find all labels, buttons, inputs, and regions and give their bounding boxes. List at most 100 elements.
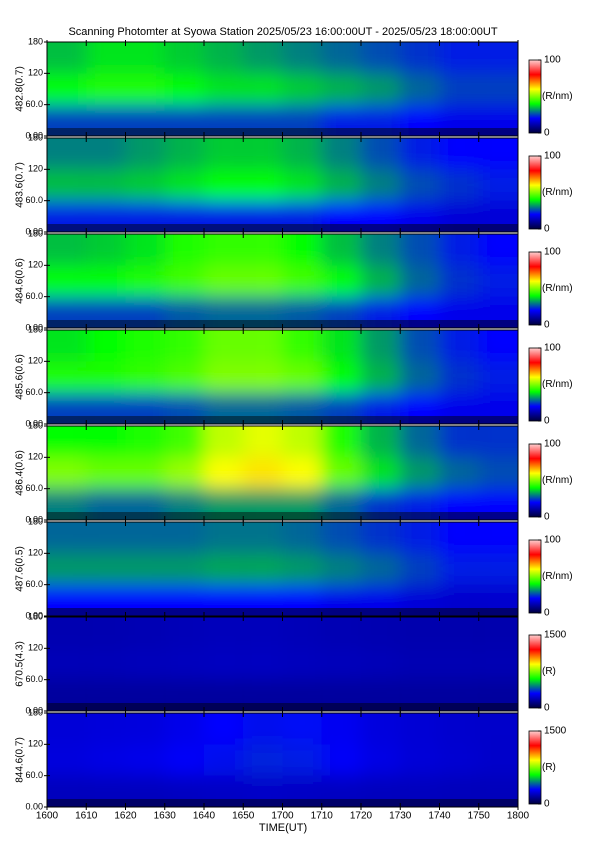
heatmap-cell	[361, 104, 401, 136]
heatmap-cell	[204, 617, 244, 649]
heatmap-cell	[400, 648, 440, 680]
heatmap-cell	[361, 744, 401, 776]
colorbar	[528, 59, 542, 134]
heatmap-cell	[125, 617, 165, 649]
y-tick-label: 180	[28, 324, 43, 334]
heatmap-cells	[47, 617, 518, 711]
y-axis-label: 486.4(0.6)	[15, 450, 26, 496]
heatmap-cell	[164, 457, 204, 489]
heatmap-cell	[204, 73, 244, 105]
colorbar-label: (R/nm)	[542, 379, 573, 390]
heatmap-cell	[478, 73, 518, 105]
y-tick-label: 0.00	[25, 514, 43, 524]
heatmap-cells	[47, 234, 518, 328]
colorbar-label: (R/nm)	[542, 475, 573, 486]
heatmap-cell	[478, 679, 518, 711]
colorbar	[528, 634, 542, 709]
y-tick-label: 120	[28, 548, 43, 558]
heatmap-cell	[47, 42, 87, 74]
heatmap-cell	[164, 584, 204, 616]
x-tick-label: 1720	[350, 811, 373, 822]
heatmap-cell	[361, 426, 401, 458]
colorbar-tick-label: 100	[544, 247, 561, 258]
heatmap-cells	[47, 42, 518, 136]
heatmap-cell	[86, 457, 126, 489]
heatmap-cell	[321, 296, 361, 328]
heatmap-cell	[439, 42, 479, 74]
heatmap-cell	[164, 426, 204, 458]
x-tick-label: 1610	[75, 811, 98, 822]
colorbar-tick-label: 1500	[544, 726, 567, 737]
y-tick-label: 60.0	[25, 195, 43, 205]
y-axis-label: 487.6(0.5)	[15, 546, 26, 592]
heatmap-cell	[204, 296, 244, 328]
y-axis-label: 844.6(0.7)	[15, 737, 26, 783]
heatmap-cell	[164, 138, 204, 170]
heatmap-cell	[282, 744, 322, 776]
heatmap-cell	[125, 265, 165, 297]
heatmap-cell	[321, 104, 361, 136]
heatmap-cell	[361, 392, 401, 424]
heatmap-cell	[439, 104, 479, 136]
heatmap-cell	[321, 553, 361, 585]
heatmap-cell	[439, 361, 479, 393]
heatmap-cells	[47, 426, 518, 520]
heatmap-cell	[439, 522, 479, 554]
heatmap-cell	[86, 713, 126, 745]
heatmap-cell	[478, 584, 518, 616]
heatmap-cell	[321, 617, 361, 649]
heatmap-cell	[243, 553, 283, 585]
heatmap-cell	[478, 488, 518, 520]
y-tick-label: 180	[28, 132, 43, 142]
heatmap-cell	[439, 617, 479, 649]
heatmap-cell	[282, 104, 322, 136]
heatmap-cell	[125, 138, 165, 170]
heatmap-cell	[478, 775, 518, 807]
colorbar	[528, 155, 542, 230]
heatmap-cell	[47, 73, 87, 105]
heatmap-cell	[282, 713, 322, 745]
heatmap-cell	[361, 522, 401, 554]
heatmap-cell	[243, 42, 283, 74]
colorbar-tick-label: 0	[544, 224, 550, 235]
y-tick-label: 120	[28, 68, 43, 78]
heatmap-cell	[86, 73, 126, 105]
heatmap-cell	[47, 104, 87, 136]
heatmap-cell	[86, 617, 126, 649]
colorbar-tick-label: 1500	[544, 630, 567, 641]
heatmap-cell	[400, 584, 440, 616]
heatmap-cell	[321, 200, 361, 232]
heatmap-cell	[282, 584, 322, 616]
heatmap-cell	[164, 330, 204, 362]
heatmap-cell	[125, 42, 165, 74]
heatmap-cell	[400, 617, 440, 649]
heatmap-cell	[361, 775, 401, 807]
heatmap-cell	[125, 330, 165, 362]
heatmap-cell	[321, 488, 361, 520]
y-tick-label: 0.00	[25, 226, 43, 236]
heatmap-cell	[204, 744, 244, 776]
heatmap-cell	[243, 330, 283, 362]
heatmap-cell	[400, 296, 440, 328]
heatmap-cell	[478, 361, 518, 393]
heatmap-cell	[86, 584, 126, 616]
heatmap-cell	[86, 361, 126, 393]
heatmap-cell	[164, 361, 204, 393]
heatmap-cell	[243, 426, 283, 458]
heatmap-cell	[125, 744, 165, 776]
y-tick-label: 0.00	[25, 705, 43, 715]
heatmap	[47, 42, 518, 136]
heatmap-cell	[439, 138, 479, 170]
heatmap-cell	[361, 713, 401, 745]
heatmap-cell	[47, 265, 87, 297]
heatmap-cell	[47, 553, 87, 585]
heatmap-cell	[439, 648, 479, 680]
colorbar-tick-label: 0	[544, 128, 550, 139]
heatmap-cell	[47, 200, 87, 232]
heatmap-cell	[400, 104, 440, 136]
heatmap-cell	[204, 42, 244, 74]
heatmap-cell	[204, 713, 244, 745]
heatmap-cell	[204, 553, 244, 585]
colorbar-label: (R/nm)	[542, 283, 573, 294]
